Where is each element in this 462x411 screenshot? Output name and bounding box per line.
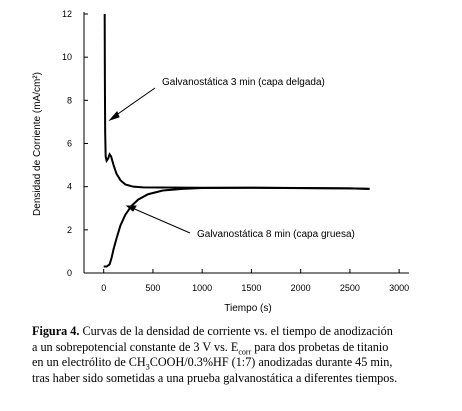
- x-tick-label: 2000: [291, 283, 311, 293]
- y-tick-label: 2: [67, 225, 72, 235]
- caption-text: tras haber sido sometidas a una prueba g…: [32, 370, 398, 385]
- caption-text: a un sobrepotencial constante de 3 V vs.…: [32, 339, 239, 354]
- x-tick-label: 1000: [192, 283, 212, 293]
- caption-subscript: corr: [238, 346, 252, 356]
- annotation: Galvanostática 3 min (capa delgada): [162, 77, 325, 88]
- caption-text: para dos probetas de titanio: [251, 339, 389, 354]
- caption: Figura 4. Curvas de la densidad de corri…: [32, 324, 457, 386]
- x-tick-label: 3000: [389, 283, 409, 293]
- y-axis-label: Densidad de Corriente (mA/cm²): [32, 72, 43, 216]
- chart: Tiempo (s) Densidad de Corriente (mA/cm²…: [32, 9, 409, 314]
- y-tick-label: 12: [62, 9, 72, 19]
- x-tick-label: 1500: [241, 283, 261, 293]
- caption-text: COOH/0.3%HF (1:7) anodizadas durante 45 …: [149, 355, 393, 369]
- y-tick-label: 10: [62, 52, 72, 62]
- y-tick-label: 8: [67, 95, 72, 105]
- caption-text: en un electrólito de CH: [32, 355, 146, 369]
- y-tick-label: 6: [67, 139, 72, 149]
- caption-subscript: 3: [145, 362, 150, 372]
- annotation-arrows: [108, 87, 191, 234]
- annotation: Galvanostática 8 min (capa gruesa): [197, 229, 355, 240]
- x-axis-label: Tiempo (s): [224, 303, 271, 314]
- y-tick-label: 4: [67, 182, 72, 192]
- x-tick-label: 500: [145, 283, 160, 293]
- caption-label: Figura 4.: [32, 324, 80, 338]
- caption-text: Curvas de la densidad de corriente vs. e…: [79, 324, 393, 338]
- x-tick-label: 2500: [340, 283, 360, 293]
- series-line: [103, 186, 370, 268]
- x-tick-label: 0: [101, 283, 106, 293]
- series-line: [103, 13, 370, 190]
- y-tick-label: 0: [67, 268, 72, 278]
